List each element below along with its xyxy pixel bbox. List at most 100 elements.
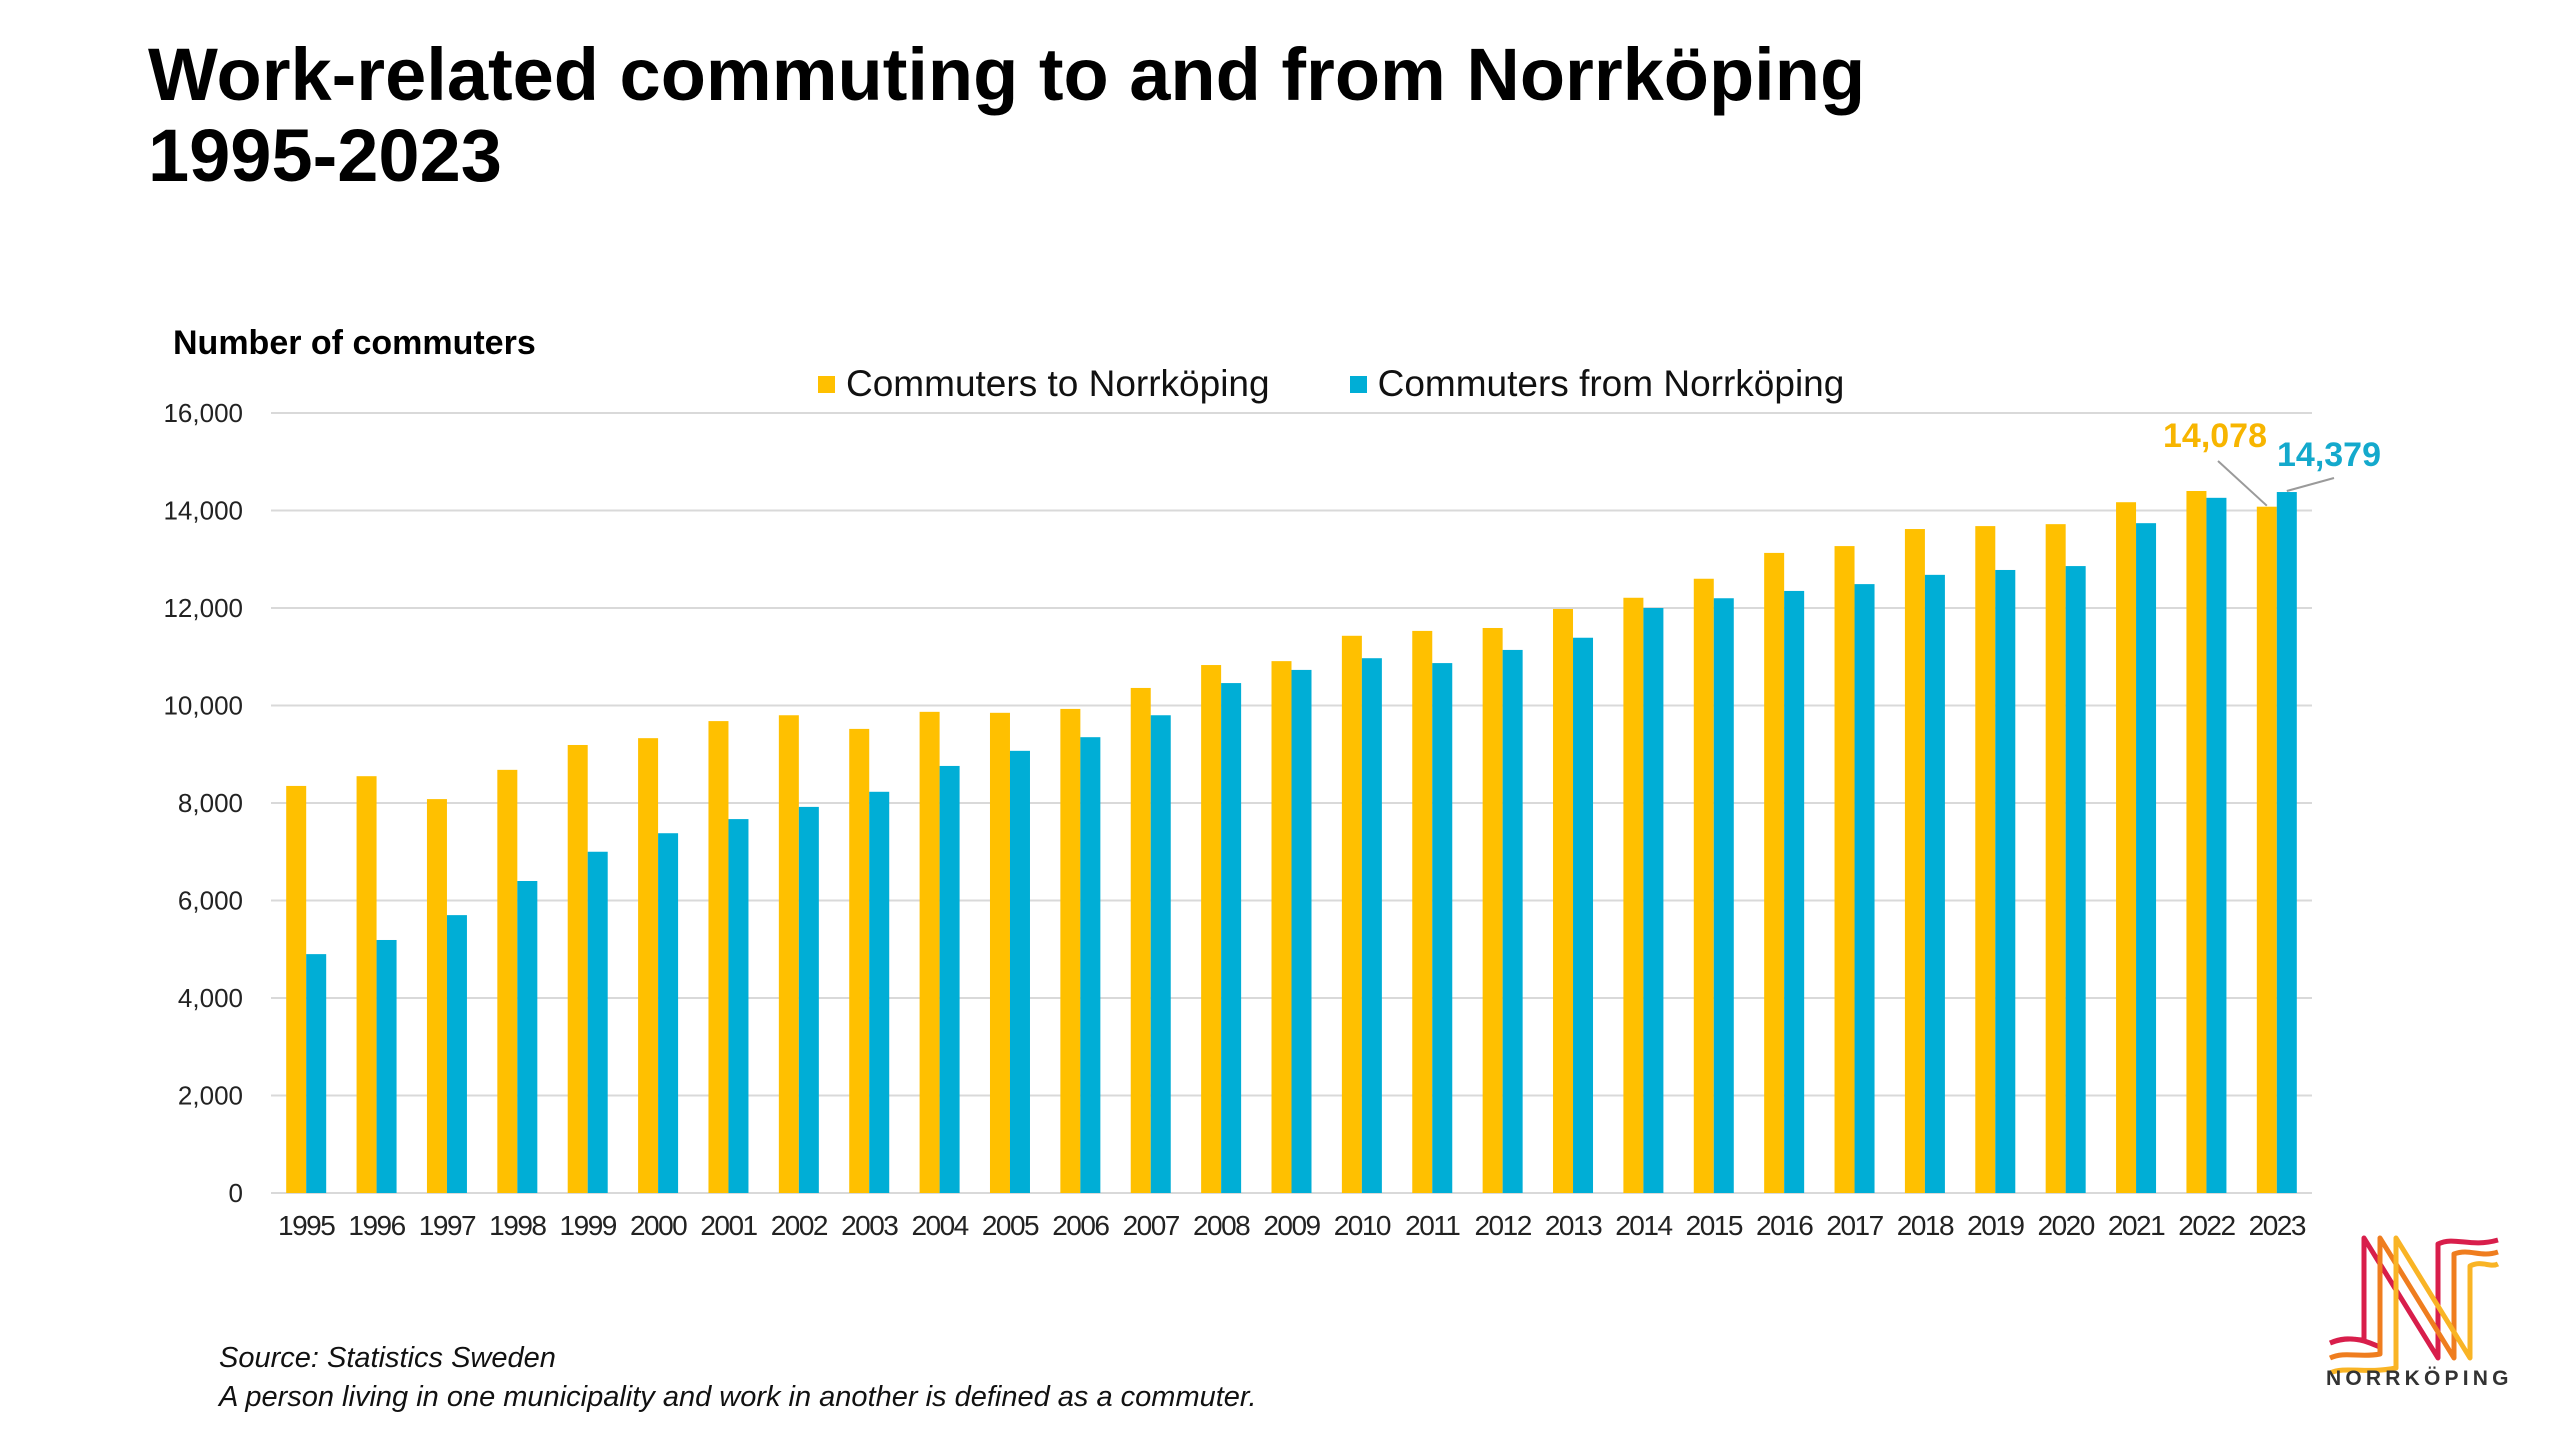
x-tick-label: 2020 bbox=[2038, 1210, 2095, 1241]
bar-to-norrkoping bbox=[778, 715, 799, 1193]
bar-from-norrkoping bbox=[869, 791, 890, 1193]
source-note: Source: Statistics Sweden bbox=[219, 1342, 556, 1374]
bar-from-norrkoping bbox=[1150, 715, 1171, 1193]
bar-from-norrkoping bbox=[1080, 737, 1101, 1193]
bar-to-norrkoping bbox=[567, 744, 588, 1193]
bar-to-norrkoping bbox=[1904, 529, 1925, 1193]
bar-to-norrkoping bbox=[2045, 524, 2066, 1193]
x-tick-label: 2002 bbox=[771, 1210, 828, 1241]
y-tick-label: 16,000 bbox=[163, 398, 243, 428]
bar-from-norrkoping bbox=[2065, 566, 2086, 1193]
bar-to-norrkoping bbox=[1060, 708, 1081, 1193]
bar-to-norrkoping bbox=[356, 776, 377, 1193]
data-label-from-2023: 14,379 bbox=[2277, 436, 2381, 474]
x-tick-label: 2003 bbox=[841, 1210, 898, 1241]
bar-to-norrkoping bbox=[2256, 506, 2277, 1193]
bar-to-norrkoping bbox=[1201, 665, 1222, 1193]
x-tick-label: 2005 bbox=[982, 1210, 1039, 1241]
legend-item-to: Commuters to Norrköping bbox=[818, 363, 1270, 405]
bar-from-norrkoping bbox=[1643, 608, 1664, 1193]
y-tick-label: 10,000 bbox=[163, 691, 243, 721]
bar-to-norrkoping bbox=[1975, 526, 1996, 1193]
x-tick-label: 1995 bbox=[278, 1210, 335, 1241]
bar-to-norrkoping bbox=[989, 712, 1010, 1193]
x-tick-label: 2022 bbox=[2178, 1210, 2235, 1241]
y-tick-label: 14,000 bbox=[163, 496, 243, 526]
y-tick-label: 8,000 bbox=[178, 788, 243, 818]
y-axis-ticks: 0 2,000 4,000 6,000 8,000 10,000 12,000 14,000 1… bbox=[163, 398, 243, 1208]
bar-from-norrkoping bbox=[1361, 658, 1382, 1193]
y-tick-label: 0 bbox=[229, 1178, 243, 1208]
x-tick-label: 1996 bbox=[348, 1210, 405, 1241]
x-tick-label: 2001 bbox=[700, 1210, 757, 1241]
bar-from-norrkoping bbox=[728, 819, 749, 1193]
bar-to-norrkoping bbox=[919, 711, 940, 1193]
bar-from-norrkoping bbox=[2206, 497, 2227, 1193]
data-labels: 14,078 14,379 bbox=[2163, 417, 2381, 507]
bar-to-norrkoping bbox=[1834, 546, 1855, 1193]
bar-to-norrkoping bbox=[286, 785, 307, 1193]
x-tick-label: 2007 bbox=[1123, 1210, 1180, 1241]
bar-to-norrkoping bbox=[1130, 687, 1151, 1193]
y-axis-title: Number of commuters bbox=[173, 324, 536, 362]
x-tick-label: 2009 bbox=[1263, 1210, 1320, 1241]
bar-from-norrkoping bbox=[1995, 569, 2016, 1193]
bar-to-norrkoping bbox=[1623, 597, 1644, 1193]
bar-from-norrkoping bbox=[1713, 598, 1734, 1193]
y-tick-label: 6,000 bbox=[178, 886, 243, 916]
bar-from-norrkoping bbox=[1291, 669, 1312, 1193]
bar-from-norrkoping bbox=[1854, 584, 1875, 1193]
x-tick-label: 2017 bbox=[1826, 1210, 1883, 1241]
x-tick-label: 2013 bbox=[1545, 1210, 1602, 1241]
bar-from-norrkoping bbox=[2276, 492, 2297, 1193]
definition-note: A person living in one municipality and … bbox=[219, 1381, 1257, 1413]
bar-to-norrkoping bbox=[849, 728, 870, 1193]
norrkoping-n-logo-icon bbox=[2328, 1235, 2500, 1376]
bar-to-norrkoping bbox=[2186, 491, 2207, 1193]
bar-from-norrkoping bbox=[446, 915, 467, 1193]
x-tick-label: 2008 bbox=[1193, 1210, 1250, 1241]
bar-from-norrkoping bbox=[587, 851, 608, 1193]
bar-from-norrkoping bbox=[2136, 523, 2157, 1193]
bar-from-norrkoping bbox=[517, 881, 538, 1193]
bars bbox=[286, 491, 2297, 1193]
x-tick-label: 2000 bbox=[630, 1210, 687, 1241]
legend-item-from: Commuters from Norrköping bbox=[1349, 363, 1845, 405]
bar-from-norrkoping bbox=[658, 833, 679, 1193]
bar-from-norrkoping bbox=[1009, 750, 1030, 1193]
x-tick-label: 2010 bbox=[1334, 1210, 1391, 1241]
x-tick-label: 2004 bbox=[911, 1210, 968, 1241]
bar-from-norrkoping bbox=[1784, 590, 1805, 1193]
x-tick-label: 2023 bbox=[2249, 1210, 2306, 1241]
bar-from-norrkoping bbox=[1221, 683, 1242, 1193]
bar-from-norrkoping bbox=[939, 765, 960, 1193]
x-tick-label: 2019 bbox=[1967, 1210, 2024, 1241]
x-tick-label: 2015 bbox=[1686, 1210, 1743, 1241]
bar-from-norrkoping bbox=[1432, 663, 1453, 1193]
x-tick-label: 2016 bbox=[1756, 1210, 1813, 1241]
x-tick-label: 1999 bbox=[560, 1210, 617, 1241]
y-tick-label: 4,000 bbox=[178, 983, 243, 1013]
bar-from-norrkoping bbox=[376, 939, 397, 1193]
bar-to-norrkoping bbox=[1553, 608, 1574, 1193]
y-tick-label: 2,000 bbox=[178, 1081, 243, 1111]
bar-to-norrkoping bbox=[708, 721, 729, 1193]
x-tick-label: 2018 bbox=[1897, 1210, 1954, 1241]
x-tick-label: 2006 bbox=[1052, 1210, 1109, 1241]
bar-from-norrkoping bbox=[1924, 574, 1945, 1193]
bar-to-norrkoping bbox=[1764, 552, 1785, 1193]
x-tick-label: 2012 bbox=[1474, 1210, 1531, 1241]
bar-to-norrkoping bbox=[2116, 502, 2137, 1193]
x-tick-label: 2021 bbox=[2108, 1210, 2165, 1241]
bar-from-norrkoping bbox=[1573, 637, 1594, 1193]
bar-from-norrkoping bbox=[306, 954, 327, 1193]
bar-to-norrkoping bbox=[1482, 627, 1503, 1193]
bar-to-norrkoping bbox=[426, 799, 447, 1193]
bar-from-norrkoping bbox=[798, 806, 819, 1193]
legend-label-from: Commuters from Norrköping bbox=[1377, 363, 1845, 404]
bar-from-norrkoping bbox=[1502, 649, 1523, 1193]
logo-wordmark: NORRKÖPING bbox=[2326, 1367, 2513, 1390]
legend-swatch-from bbox=[1349, 375, 1367, 393]
bar-to-norrkoping bbox=[1271, 661, 1292, 1193]
